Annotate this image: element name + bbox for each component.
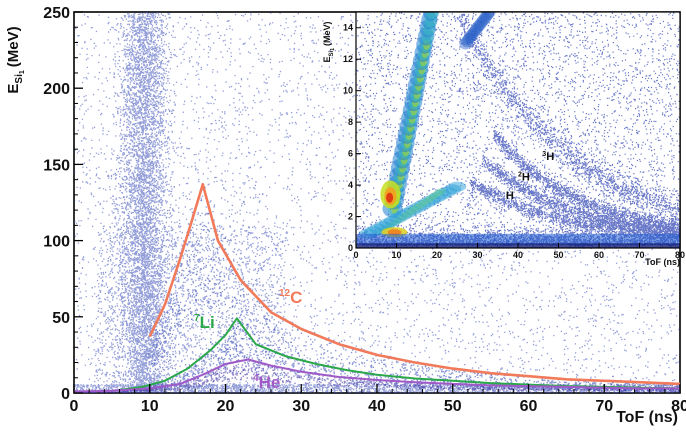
x-tick-label: 80 (671, 398, 686, 415)
heatmap-cell (478, 12, 491, 25)
isotope-label-3H: 3H (542, 151, 554, 163)
inset-x-tick-label: 80 (675, 250, 685, 260)
y-tick-label: 250 (43, 5, 70, 22)
heatmap-cell (471, 21, 484, 34)
heatmap-cell (468, 26, 481, 39)
heatmap-cell (474, 17, 487, 30)
main-y-ticks: 0 50 100 150 200 250 (43, 5, 83, 403)
inset-y-tick-label: 14 (343, 23, 353, 33)
inset-y-tick-label: 4 (348, 180, 353, 190)
main-x-axis-label: ToF (ns) (616, 409, 678, 426)
y-tick-label: 100 (43, 234, 70, 251)
x-tick-label: 50 (444, 398, 462, 415)
main-curves (74, 182, 680, 393)
series-label-4He: 4He (253, 373, 280, 392)
x-tick-label: 10 (141, 398, 159, 415)
isotope-label-1H: H (506, 190, 514, 202)
x-tick-label: 20 (217, 398, 235, 415)
inset-x-tick-label: 60 (594, 250, 604, 260)
inset-x-tick-label: 10 (391, 250, 401, 260)
heatmap-cell (461, 35, 474, 48)
inset-y-tick-label: 12 (343, 54, 353, 64)
main-x-ticks: 0 10 20 30 40 50 60 70 80 (70, 384, 686, 415)
band-density-4He (74, 359, 680, 393)
heatmap-cell (436, 188, 447, 195)
heatmap-cell (459, 37, 472, 50)
inset-y-ticks: 0 2 4 6 8 10 12 14 (343, 23, 361, 253)
heatmap-cell (476, 14, 489, 27)
heatmap-cell (426, 12, 439, 19)
heatmap-cell (473, 19, 486, 32)
series-line-4He (74, 358, 680, 393)
heatmap-cell (480, 12, 493, 23)
heatmap-cell (464, 30, 477, 43)
inset-y-tick-label: 10 (343, 86, 353, 96)
heatmap-cell (462, 32, 475, 45)
series-label-7Li: 7Li (194, 313, 215, 332)
inset-chart: 0 10 20 30 40 50 60 70 80 0 2 4 6 8 10 12 14 H 2H 3H ToF … (322, 11, 685, 267)
inset-x-tick-label: 40 (513, 250, 523, 260)
main-scatter-points (74, 12, 680, 393)
y-tick-label: 0 (61, 386, 70, 403)
main-series-labels: 12C 7Li 4He (194, 288, 302, 392)
heatmap-cell (466, 28, 479, 41)
inset-heatmap (356, 12, 680, 248)
x-tick-label: 0 (70, 398, 79, 415)
inset-x-ticks: 0 10 20 30 40 50 60 70 80 (353, 243, 685, 260)
series-line-12C (148, 182, 680, 386)
inset-x-axis-label: ToF (ns) (645, 257, 680, 267)
x-tick-label: 40 (368, 398, 386, 415)
heatmap-cell (469, 23, 482, 36)
inset-annotations: H 2H 3H (506, 151, 554, 202)
inset-y-tick-label: 2 (348, 212, 353, 222)
x-tick-label: 30 (292, 398, 310, 415)
main-y-axis-label: ESi1(MeV) (5, 26, 26, 93)
heatmap-cell (481, 12, 494, 21)
inset-y-tick-label: 8 (348, 117, 353, 127)
inset-y-tick-label: 6 (348, 149, 353, 159)
scatter-points (74, 12, 680, 393)
y-tick-label: 150 (43, 157, 70, 174)
y-tick-label: 50 (52, 310, 70, 327)
inset-x-tick-label: 30 (472, 250, 482, 260)
heatmap-cell (483, 12, 496, 18)
inset-x-tick-label: 70 (634, 250, 644, 260)
inset-density-points (356, 12, 680, 248)
heatmap-cell (387, 229, 402, 236)
inset-x-tick-label: 20 (432, 250, 442, 260)
x-tick-label: 70 (595, 398, 613, 415)
series-label-12C: 12C (279, 288, 302, 307)
x-tick-label: 60 (520, 398, 538, 415)
isotope-label-2H: 2H (518, 171, 530, 183)
inset-x-tick-label: 0 (353, 250, 358, 260)
y-tick-label: 200 (43, 81, 70, 98)
inset-y-axis-label: ESi1(MeV) (322, 22, 336, 63)
heatmap-cell (386, 192, 394, 203)
heatmap-cell (356, 233, 680, 245)
heatmap-cell (448, 181, 467, 192)
inset-x-tick-label: 50 (553, 250, 563, 260)
inset-y-tick-label: 0 (348, 243, 353, 253)
